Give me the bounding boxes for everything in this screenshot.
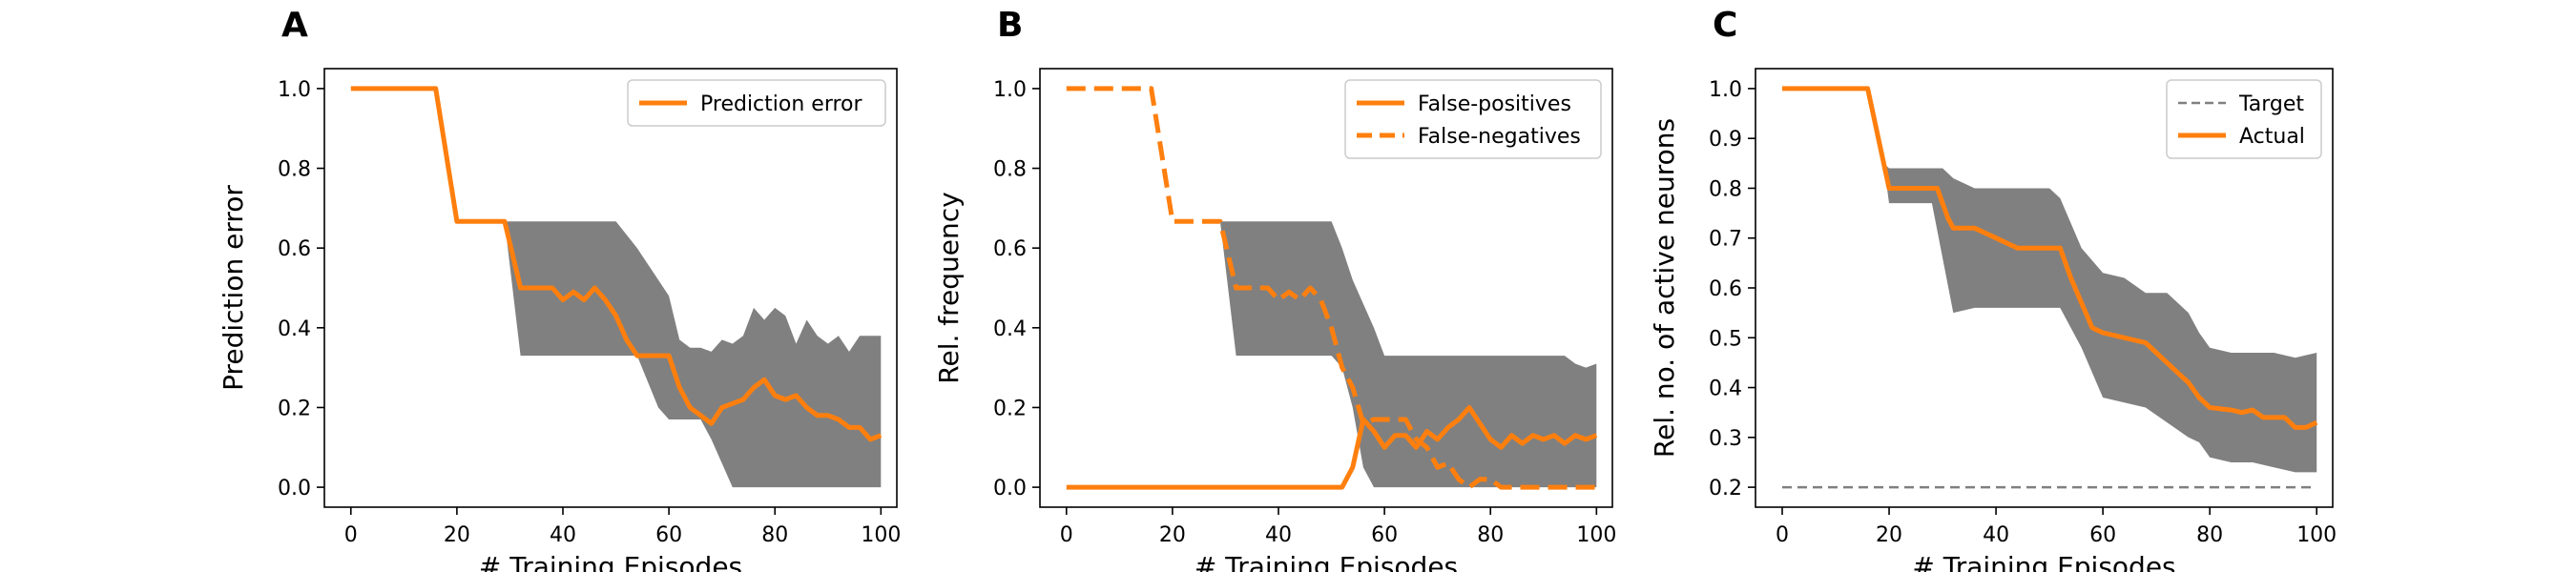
y-axis-label: Prediction error [218, 185, 249, 391]
legend-label: Actual [2239, 125, 2305, 149]
legend-box [2166, 79, 2322, 159]
std-band [1219, 221, 1597, 488]
series-line-prediction-error [350, 86, 883, 442]
y-tick-label: 1.0 [1709, 78, 1742, 102]
y-tick-label: 1.0 [993, 78, 1027, 102]
y-tick-label: 0.0 [278, 477, 311, 500]
y-tick-label: 0.2 [1709, 477, 1742, 500]
legend-box [627, 79, 886, 127]
legend: False-positives False-negatives [1344, 79, 1602, 159]
y-tick-label: 0.4 [1709, 378, 1742, 401]
x-axis-label: # Training Episodes [1912, 551, 2175, 572]
x-tick-label: 20 [1876, 523, 1902, 547]
std-band [504, 221, 882, 488]
y-tick-label: 0.8 [1709, 177, 1742, 201]
x-axis-label: # Training Episodes [1195, 551, 1458, 572]
x-tick-label: 100 [861, 523, 901, 547]
y-tick-label: 0.6 [278, 237, 311, 261]
legend-label: Target [2238, 92, 2304, 116]
panel-c: 0 20 40 60 80 100 0.2 0.3 0.4 0.5 0.6 0.7 0.8 0.9 1.0 #… [1649, 6, 2337, 572]
x-tick-label: 100 [2296, 523, 2337, 547]
legend-label: False-negatives [1418, 125, 1581, 149]
legend: Prediction error [627, 79, 886, 127]
x-tick-label: 60 [655, 523, 682, 547]
panel-letter: C [1713, 6, 1737, 45]
y-tick-label: 0.8 [278, 158, 311, 182]
x-tick-label: 80 [1477, 523, 1504, 547]
y-tick-label: 0.7 [1709, 228, 1742, 252]
x-tick-label: 20 [444, 523, 470, 547]
y-tick-label: 0.8 [993, 158, 1027, 182]
series-line-false-negatives [1066, 86, 1597, 490]
panel-a: 0 20 40 60 80 100 0.0 0.2 0.4 0.6 0.8 1.0 # Training… [218, 6, 901, 572]
x-tick-label: 80 [2196, 523, 2223, 547]
x-axis-label: # Training Episodes [479, 551, 742, 572]
legend: Target Actual [2166, 79, 2322, 159]
x-tick-label: 40 [550, 523, 576, 547]
y-tick-label: 0.4 [278, 317, 311, 341]
y-axis-label: Rel. frequency [933, 192, 965, 383]
y-tick-label: 0.4 [993, 317, 1027, 341]
x-tick-label: 40 [1983, 523, 2009, 547]
y-tick-label: 0.3 [1709, 427, 1742, 451]
y-tick-label: 0.2 [278, 397, 311, 420]
y-tick-label: 0.0 [993, 477, 1027, 500]
y-tick-label: 0.5 [1709, 327, 1742, 351]
panel-b: 0 20 40 60 80 100 0.0 0.2 0.4 0.6 0.8 1.0 # Training… [933, 6, 1616, 572]
panel-letter: A [281, 6, 308, 45]
y-tick-label: 0.2 [993, 397, 1027, 420]
y-tick-label: 0.9 [1709, 128, 1742, 152]
series-line-false-positives [1066, 405, 1598, 490]
y-tick-label: 0.6 [1709, 277, 1742, 301]
panel-letter: B [997, 6, 1023, 45]
std-band [1883, 163, 2317, 473]
x-tick-label: 40 [1265, 523, 1292, 547]
x-tick-label: 60 [2089, 523, 2116, 547]
legend-label: False-positives [1418, 92, 1571, 116]
legend-label: Prediction error [700, 92, 862, 116]
x-tick-label: 0 [344, 523, 358, 547]
x-tick-label: 20 [1159, 523, 1186, 547]
series-line-actual [1782, 86, 2318, 430]
axes-frame [323, 68, 898, 508]
y-tick-label: 0.6 [993, 237, 1027, 261]
x-tick-label: 80 [761, 523, 788, 547]
x-tick-label: 60 [1371, 523, 1398, 547]
y-axis-label: Rel. no. of active neurons [1649, 118, 1680, 458]
axes-frame [1039, 68, 1613, 508]
legend-box [1344, 79, 1602, 159]
y-tick-label: 1.0 [278, 78, 311, 102]
x-tick-label: 0 [1060, 523, 1073, 547]
x-tick-label: 0 [1776, 523, 1789, 547]
x-tick-label: 100 [1576, 523, 1616, 547]
